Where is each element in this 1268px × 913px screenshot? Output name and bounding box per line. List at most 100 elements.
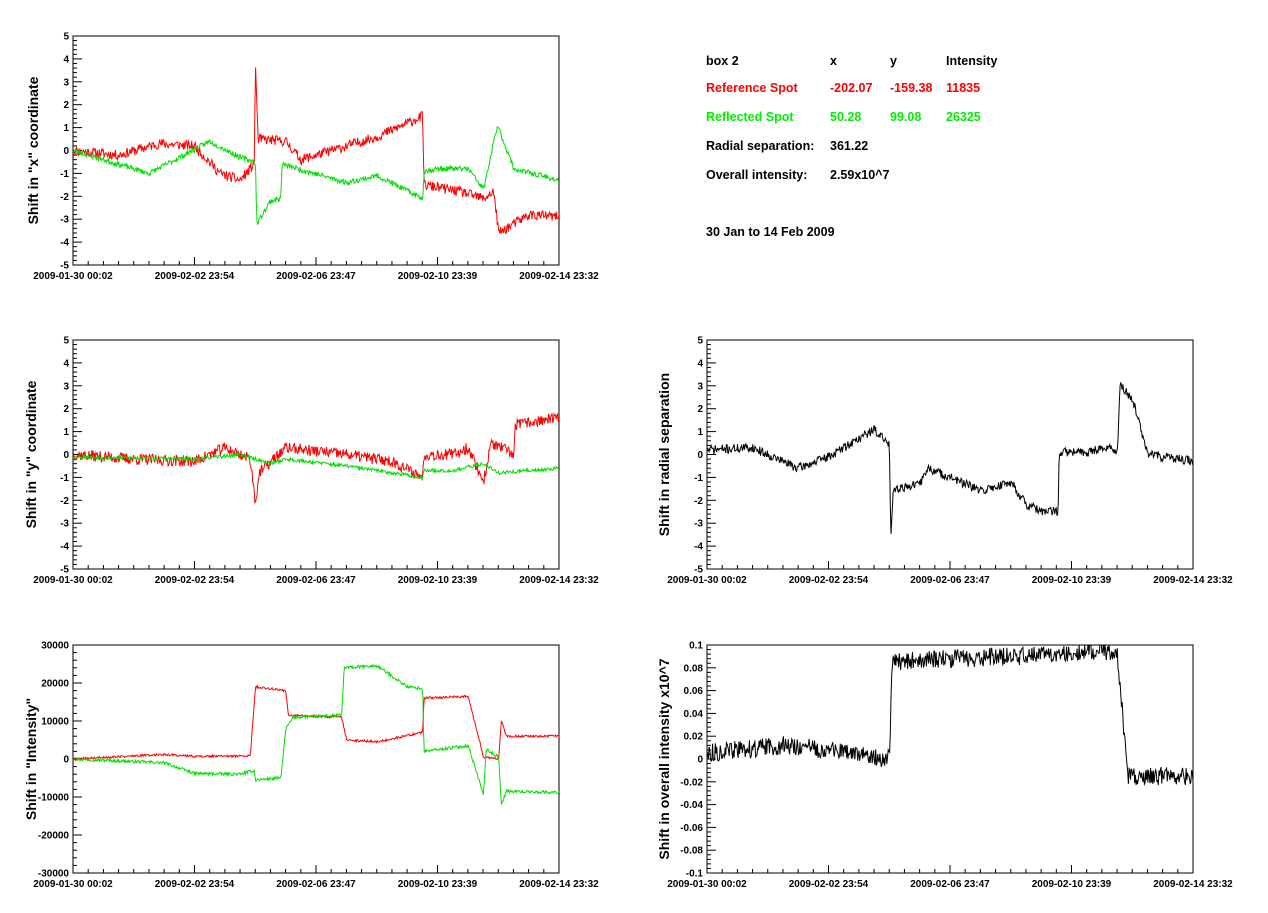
y-tick-label: 0.04 <box>684 709 704 720</box>
y-tick-label: 20000 <box>41 679 69 690</box>
y-tick-label: -2 <box>60 496 69 507</box>
reference-spot-x: -202.07 <box>830 81 873 95</box>
x-tick-label: 2009-02-06 23:47 <box>276 575 356 586</box>
overall-intensity-label: Overall intensity: <box>706 168 808 182</box>
x-tick-label: 2009-02-14 23:32 <box>1153 879 1233 890</box>
reference-spot-row: Reference Spot -202.07 -159.38 11835 <box>706 81 1106 99</box>
reflected-spot-intensity: 26325 <box>946 110 981 124</box>
plot-frame <box>72 644 560 874</box>
reflected-spot-x: 50.28 <box>830 110 862 124</box>
reference-spot-label: Reference Spot <box>706 81 798 95</box>
x-tick-label: 2009-02-14 23:32 <box>519 575 599 586</box>
y-tick-label: 0 <box>697 450 703 461</box>
y-tick-label: -0.1 <box>686 869 704 880</box>
plot-frame <box>72 339 560 570</box>
y-tick-label: -2 <box>694 496 703 507</box>
series-line-reference <box>73 67 559 235</box>
radial-separation-label: Radial separation: <box>706 139 815 153</box>
y-tick-label: -1 <box>694 473 703 484</box>
y-axis-title: Shift in "y" coordinate <box>23 380 39 528</box>
date-range-text: 30 Jan to 14 Feb 2009 <box>706 225 835 239</box>
y-tick-label: -5 <box>60 565 69 576</box>
y-tick-label: 5 <box>697 336 703 347</box>
y-axis-title: Shift in "x" coordinate <box>25 76 41 224</box>
y-tick-label: -5 <box>694 565 703 576</box>
y-tick-label: -1 <box>60 473 69 484</box>
date-range-row: 30 Jan to 14 Feb 2009 <box>706 225 1106 243</box>
overall-intensity-row: Overall intensity: 2.59x10^7 <box>706 168 1106 186</box>
series-line-single <box>707 382 1193 534</box>
x-tick-label: 2009-01-30 00:02 <box>33 575 113 586</box>
intensity-column-header: Intensity <box>946 54 998 68</box>
x-tick-label: 2009-02-10 23:39 <box>398 879 478 890</box>
series-line-reference <box>73 684 559 761</box>
y-tick-label: 2 <box>63 100 69 111</box>
y-axis-title: Shift in overall intensity x10^7 <box>656 658 672 859</box>
y-tick-label: 10000 <box>41 717 69 728</box>
y-tick-label: -3 <box>60 215 69 226</box>
reference-spot-y: -159.38 <box>890 81 933 95</box>
series-line-reflected <box>73 663 559 805</box>
overall-intensity-value: 2.59x10^7 <box>830 168 890 182</box>
x-tick-label: 2009-02-02 23:54 <box>155 271 235 282</box>
plot-frame <box>706 339 1194 570</box>
y-tick-label: 0.1 <box>689 641 703 652</box>
y-tick-label: 0 <box>63 146 69 157</box>
y-tick-label: 0 <box>63 755 69 766</box>
x-tick-label: 2009-02-02 23:54 <box>155 575 235 586</box>
box-label: box 2 <box>706 54 739 68</box>
x-tick-label: 2009-02-10 23:39 <box>1032 575 1112 586</box>
series-line-single <box>707 645 1193 787</box>
y-tick-label: 0 <box>63 450 69 461</box>
y-tick-label: -3 <box>60 519 69 530</box>
y-tick-label: 3 <box>63 77 69 88</box>
x-tick-label: 2009-02-14 23:32 <box>519 271 599 282</box>
y-tick-label: 4 <box>63 54 69 65</box>
y-tick-label: -20000 <box>38 831 70 842</box>
y-tick-label: 30000 <box>41 641 69 652</box>
x-tick-label: 2009-02-02 23:54 <box>155 879 235 890</box>
series-line-reflected <box>73 125 559 226</box>
y-column-header: y <box>890 54 897 68</box>
series-line-reflected <box>73 452 559 481</box>
y-tick-label: -0.08 <box>680 846 703 857</box>
x-tick-label: 2009-01-30 00:02 <box>33 271 113 282</box>
y-tick-label: 0.02 <box>684 732 704 743</box>
x-tick-label: 2009-02-10 23:39 <box>1032 879 1112 890</box>
x-tick-label: 2009-01-30 00:02 <box>33 879 113 890</box>
reflected-spot-label: Reflected Spot <box>706 110 794 124</box>
y-tick-label: 5 <box>63 32 69 43</box>
info-panel: box 2 x y Intensity Reference Spot -202.… <box>706 54 1126 254</box>
y-tick-label: 0.06 <box>684 686 704 697</box>
y-tick-label: -4 <box>60 238 69 249</box>
y-tick-label: -4 <box>694 542 703 553</box>
y-tick-label: 1 <box>697 427 703 438</box>
y-tick-label: -0.02 <box>680 777 703 788</box>
x-tick-label: 2009-02-06 23:47 <box>276 271 356 282</box>
x-tick-label: 2009-02-02 23:54 <box>789 879 869 890</box>
x-tick-label: 2009-02-14 23:32 <box>1153 575 1233 586</box>
x-tick-label: 2009-02-06 23:47 <box>910 575 990 586</box>
y-tick-label: 2 <box>63 404 69 415</box>
y-tick-label: 3 <box>63 381 69 392</box>
x-tick-label: 2009-02-10 23:39 <box>398 271 478 282</box>
y-tick-label: -4 <box>60 542 69 553</box>
y-tick-label: 5 <box>63 336 69 347</box>
x-tick-label: 2009-01-30 00:02 <box>667 575 747 586</box>
y-tick-label: 4 <box>697 358 703 369</box>
x-tick-label: 2009-01-30 00:02 <box>667 879 747 890</box>
radial-separation-value: 361.22 <box>830 139 869 153</box>
reflected-spot-row: Reflected Spot 50.28 99.08 26325 <box>706 110 1106 128</box>
info-header-row: box 2 x y Intensity <box>706 54 1106 72</box>
y-tick-label: 3 <box>697 381 703 392</box>
y-tick-label: -3 <box>694 519 703 530</box>
y-tick-label: 1 <box>63 427 69 438</box>
x-tick-label: 2009-02-06 23:47 <box>276 879 356 890</box>
y-tick-label: -1 <box>60 169 69 180</box>
y-tick-label: -30000 <box>38 869 70 880</box>
x-tick-label: 2009-02-06 23:47 <box>910 879 990 890</box>
y-tick-label: 2 <box>697 404 703 415</box>
reference-spot-intensity: 11835 <box>946 81 981 95</box>
